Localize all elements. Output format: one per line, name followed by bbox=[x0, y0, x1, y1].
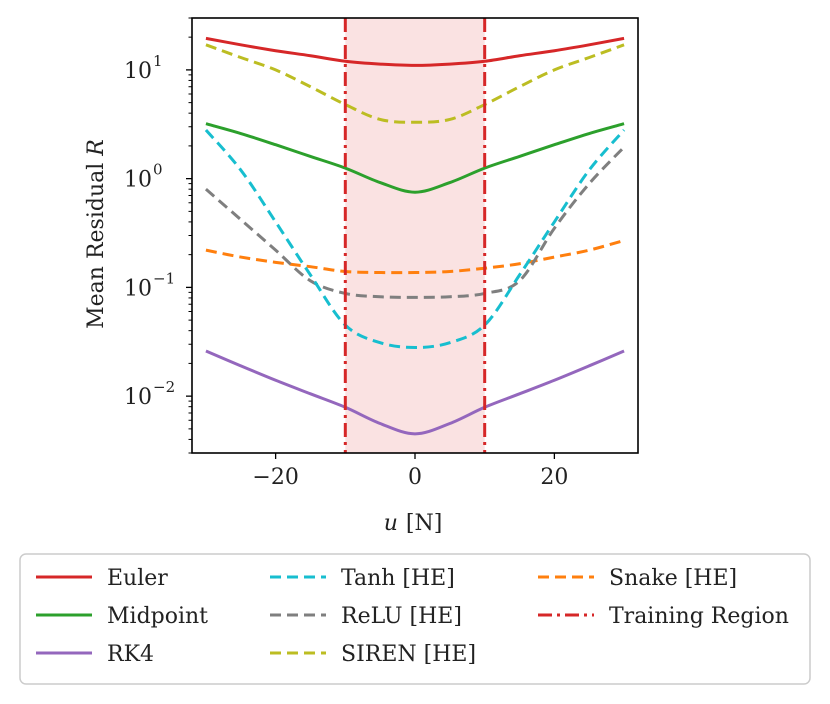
series-line-euler bbox=[205, 36, 625, 67]
legend-label-relu-he: ReLU [HE] bbox=[341, 604, 462, 629]
series-line-midpoint bbox=[205, 122, 625, 194]
y-axis-label: Mean Residual R bbox=[84, 139, 109, 329]
legend-label-snake-he: Snake [HE] bbox=[609, 566, 737, 591]
series-line-siren-he bbox=[205, 43, 625, 124]
series-line-rk4 bbox=[205, 349, 625, 436]
y-tick-label: 10 bbox=[124, 59, 152, 84]
legend-label-tanh-he: Tanh [HE] bbox=[341, 566, 455, 591]
legend: Euler Midpoint RK4 Tanh [HE] ReLU [HE] SIREN … bbox=[19, 553, 811, 685]
legend-label-siren-he: SIREN [HE] bbox=[341, 642, 476, 667]
x-tick-label: 20 bbox=[540, 465, 568, 490]
series-line-snake-he bbox=[205, 239, 625, 275]
series-line-relu-he bbox=[204, 146, 626, 299]
y-tick-exponent: 1 bbox=[153, 52, 163, 70]
y-tick-label: 10 bbox=[124, 168, 152, 193]
series-line-tanh-he bbox=[204, 129, 626, 350]
legend-label-midpoint: Midpoint bbox=[107, 604, 208, 629]
y-tick-exponent: 0 bbox=[153, 161, 163, 179]
x-tick-label: −20 bbox=[252, 465, 298, 490]
x-axis-label: u [N] bbox=[384, 511, 443, 536]
legend-label-euler: Euler bbox=[107, 566, 168, 591]
y-tick-exponent: −1 bbox=[153, 269, 175, 287]
legend-frame bbox=[19, 553, 811, 685]
training-region-band bbox=[345, 18, 485, 453]
legend-label-training-region: Training Region bbox=[609, 604, 789, 629]
y-tick-exponent: −2 bbox=[153, 378, 175, 396]
y-tick-label: 10 bbox=[124, 385, 152, 410]
plot-area bbox=[204, 18, 626, 453]
legend-label-rk4: RK4 bbox=[107, 642, 154, 667]
x-tick-label: 0 bbox=[408, 465, 422, 490]
y-tick-label: 10 bbox=[124, 276, 152, 301]
